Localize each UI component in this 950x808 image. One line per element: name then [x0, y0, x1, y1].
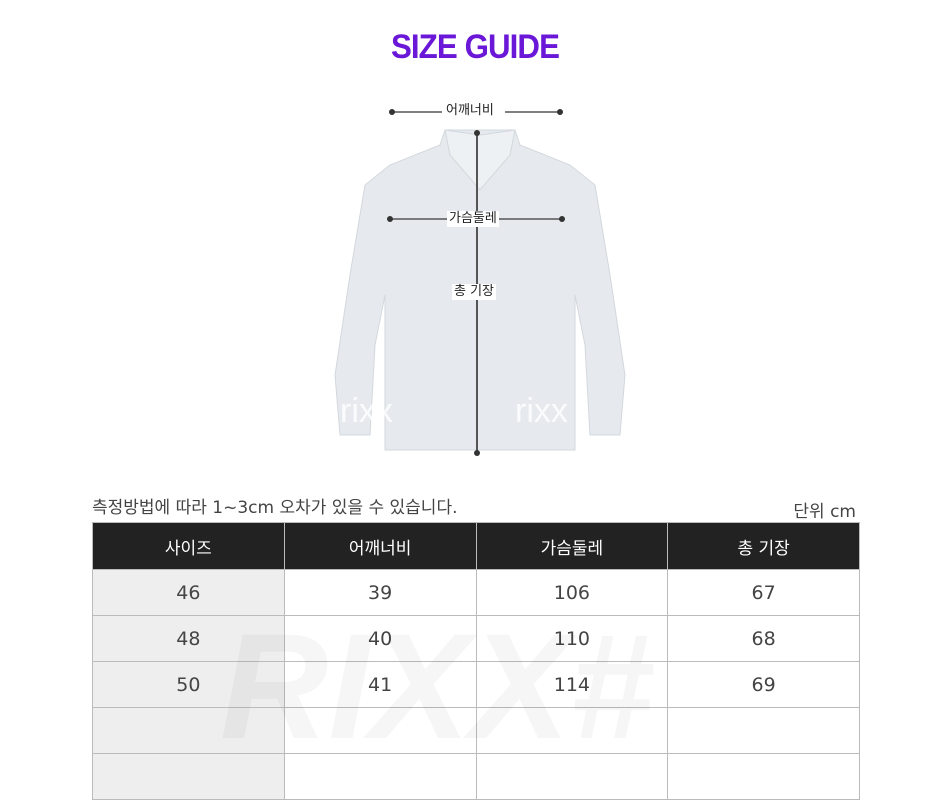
unit-label: 단위 cm: [793, 502, 856, 522]
cell: 69: [667, 661, 860, 708]
length-label: 총 기장: [452, 284, 497, 300]
size-table: 사이즈 어깨너비 가슴둘레 총 기장 46 39 106 67 48 40 110 68 5…: [92, 522, 860, 800]
chest-label: 가슴둘레: [447, 211, 499, 227]
cell: [92, 707, 285, 754]
cell: [475, 707, 669, 754]
shoulder-label: 어깨너비: [444, 103, 496, 119]
cell: 39: [283, 569, 477, 616]
cell: 67: [667, 569, 860, 616]
cell: 48: [92, 615, 285, 662]
cell: 68: [667, 615, 860, 662]
cell: [283, 753, 477, 800]
cell: 50: [92, 661, 285, 708]
cell: [283, 707, 477, 754]
measurement-note: 측정방법에 따라 1~3cm 오차가 있을 수 있습니다.: [92, 498, 458, 518]
cell: 106: [475, 569, 669, 616]
table-row: 50 41 114 69: [92, 661, 860, 708]
table-header: 사이즈 어깨너비 가슴둘레 총 기장: [92, 522, 860, 570]
cell: 40: [283, 615, 477, 662]
table-row: 48 40 110 68: [92, 615, 860, 662]
watermark: rixx: [515, 392, 568, 430]
table-row: 46 39 106 67: [92, 569, 860, 616]
cell: [475, 753, 669, 800]
cell: 41: [283, 661, 477, 708]
watermark: rixx: [340, 392, 393, 430]
cell: 114: [475, 661, 669, 708]
header-cell: 총 기장: [667, 522, 860, 570]
page-title: SIZE GUIDE: [390, 28, 560, 66]
table-row: [92, 753, 860, 800]
cell: [667, 707, 860, 754]
header-cell: 어깨너비: [283, 522, 477, 570]
header-cell: 가슴둘레: [475, 522, 669, 570]
cell: [92, 753, 285, 800]
cell: 46: [92, 569, 285, 616]
table-row: [92, 707, 860, 754]
header-cell: 사이즈: [92, 522, 285, 570]
cell: 110: [475, 615, 669, 662]
cell: [667, 753, 860, 800]
